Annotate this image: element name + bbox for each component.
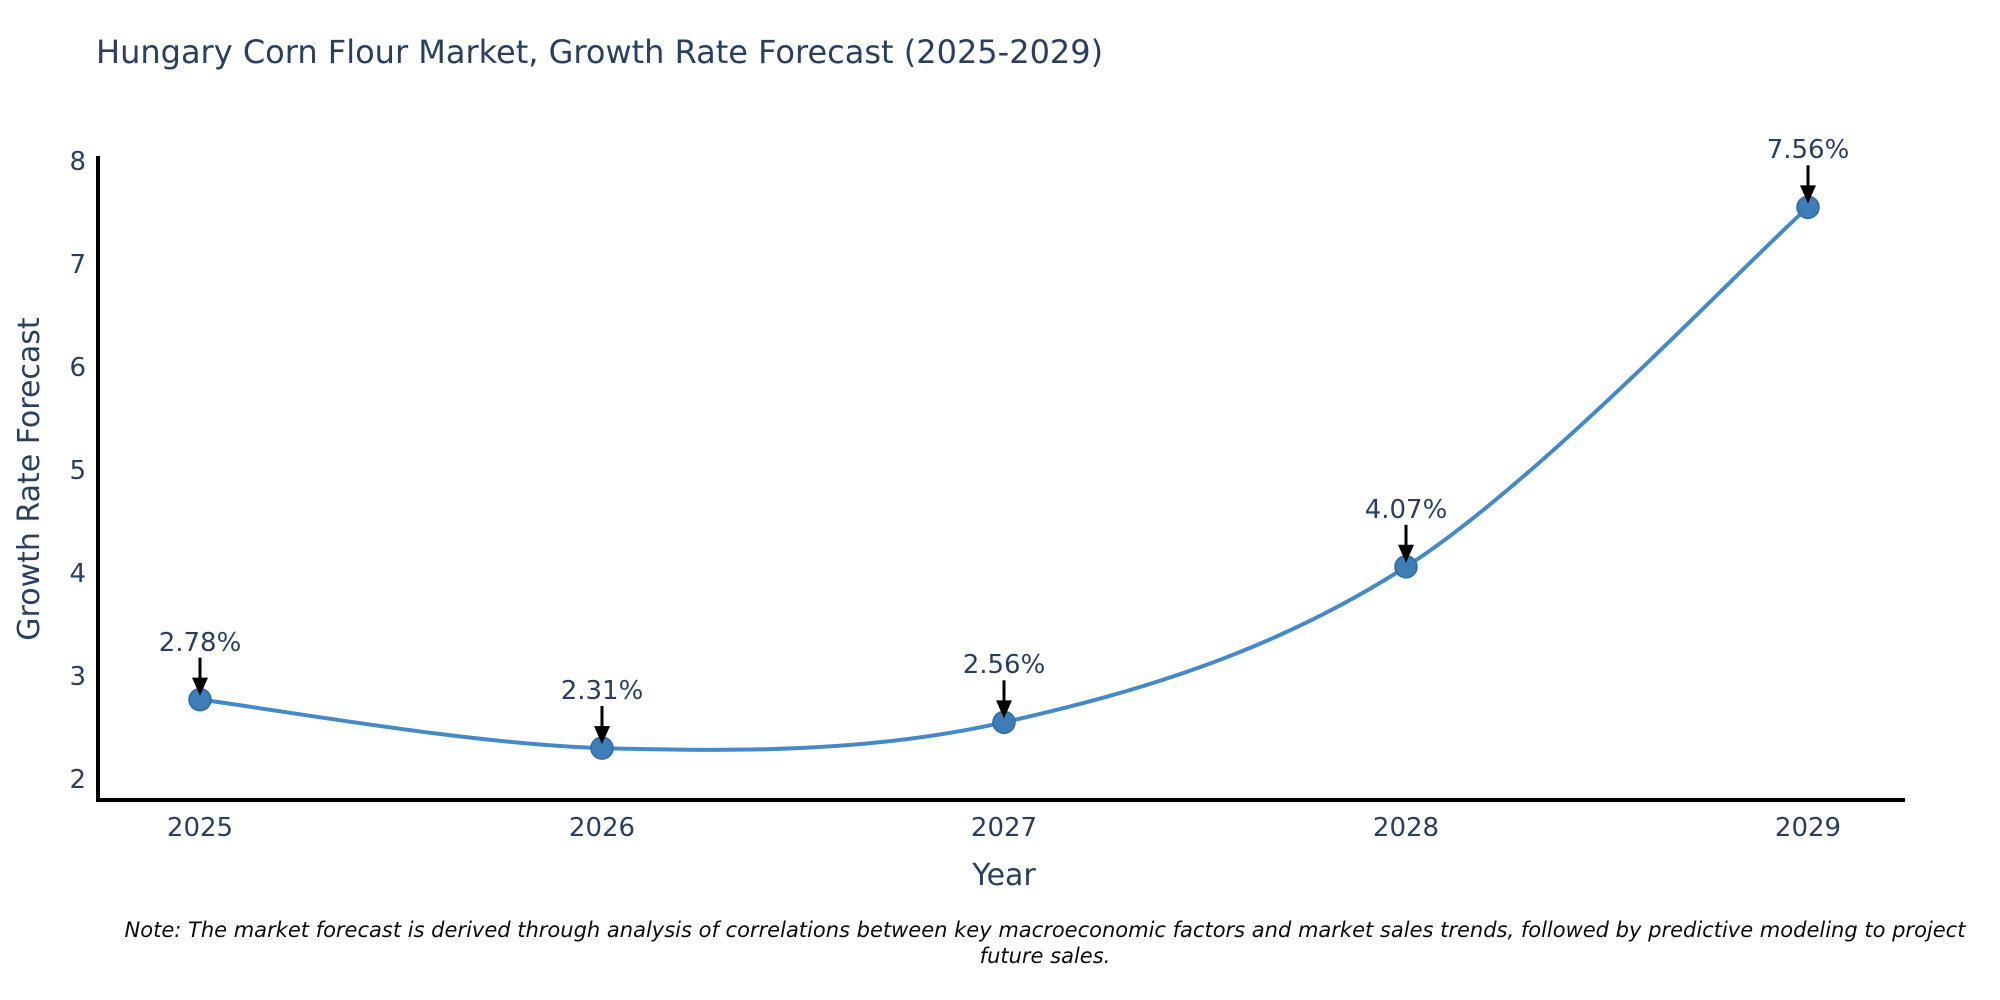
- annotation-arrowhead: [1800, 185, 1816, 204]
- chart-title: Hungary Corn Flour Market, Growth Rate F…: [96, 33, 1104, 71]
- y-tick-label: 5: [69, 456, 86, 486]
- point-annotation: 2.56%: [962, 650, 1046, 681]
- y-tick-label: 3: [69, 662, 86, 692]
- annotation-arrowhead: [996, 700, 1012, 719]
- point-annotation: 2.78%: [158, 627, 242, 658]
- x-tick-label: 2027: [970, 813, 1038, 843]
- x-axis-title: Year: [972, 858, 1036, 893]
- x-tick-label: 2029: [1774, 813, 1842, 843]
- y-tick-label: 6: [69, 353, 86, 383]
- point-annotation: 7.56%: [1766, 135, 1850, 166]
- annotation-arrowhead: [192, 677, 208, 696]
- x-tick-label: 2028: [1372, 813, 1440, 843]
- y-tick-label: 2: [69, 765, 86, 795]
- point-annotation: 2.31%: [560, 676, 644, 707]
- y-tick-label: 4: [69, 559, 86, 589]
- footnote: Note: The market forecast is derived thr…: [124, 918, 1966, 968]
- y-tick-label: 7: [69, 250, 86, 280]
- y-tick-label: 8: [69, 147, 86, 177]
- annotation-arrowhead: [594, 726, 610, 745]
- point-annotation: 4.07%: [1364, 494, 1448, 525]
- x-tick-label: 2025: [166, 813, 234, 843]
- x-tick-label: 2026: [568, 813, 636, 843]
- annotation-arrowhead: [1398, 544, 1414, 563]
